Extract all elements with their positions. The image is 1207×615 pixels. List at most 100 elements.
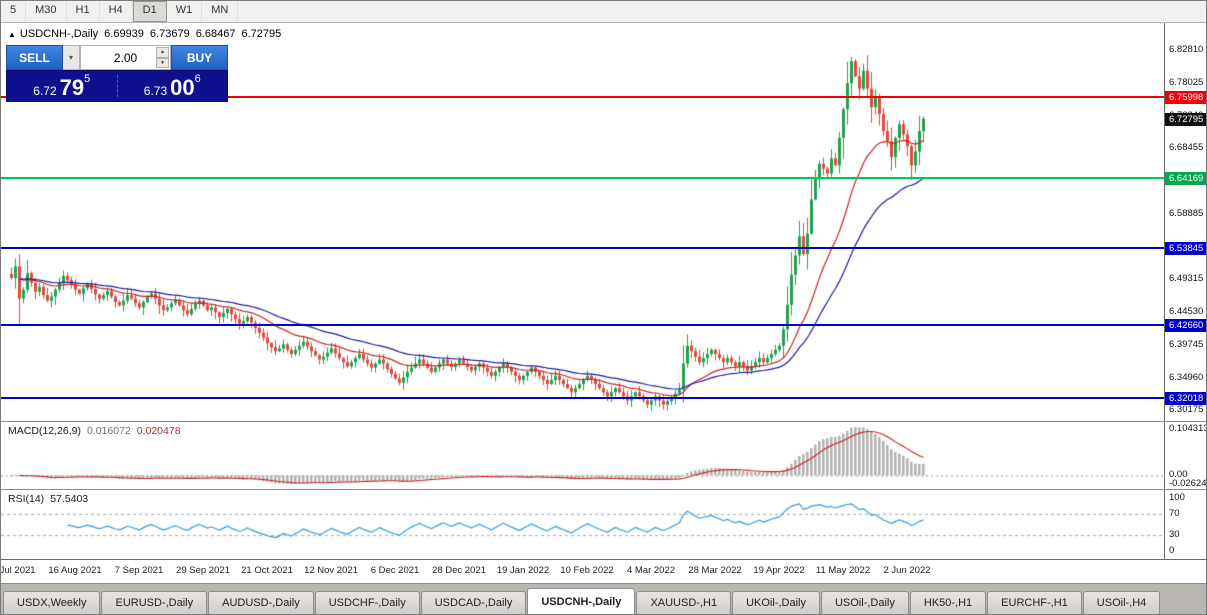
timeframe-button-w1[interactable]: W1 [167,1,203,22]
support-line-green[interactable] [1,176,1164,179]
timeframe-button-m30[interactable]: M30 [26,1,67,22]
date-axis-label: 16 Aug 2021 [48,565,102,576]
macd-axis-label: 0.104313 [1169,423,1207,434]
price-axis-label: 6.82810 [1169,44,1204,56]
price-divider [116,75,118,97]
sell-price[interactable]: 6.72 79 5 [7,71,117,101]
price-axis-label: 6.58885 [1169,207,1204,219]
ohlc-low: 6.68467 [195,28,236,40]
date-axis-label: 19 Apr 2022 [753,565,805,576]
sell-button[interactable]: SELL [6,45,63,70]
chart-canvas[interactable] [1,23,1164,559]
date-axis-label: 10 Feb 2022 [560,565,614,576]
chart-tab-usoil-daily[interactable]: USOil-,Daily [820,591,909,614]
collapse-chart-icon[interactable]: ▲ [8,30,16,39]
rsi-name: RSI(14) [8,493,45,505]
date-axis-label: 11 May 2022 [815,565,871,576]
buy-price-pips: 00 [170,75,195,100]
date-axis-label: 19 Jan 2022 [496,565,550,576]
volume-input[interactable]: 2.00 ▲ ▼ [80,45,171,70]
price-axis-label: 6.30175 [1169,404,1204,416]
chart-tab-eurusd-daily[interactable]: EURUSD-,Daily [101,591,208,614]
rsi-indicator-label: RSI(14) 57.5403 [8,493,94,505]
chart-tab-eurchf-h1[interactable]: EURCHF-,H1 [987,591,1082,614]
ohlc-close: 6.72795 [241,28,282,40]
chart-tab-xauusd-h1[interactable]: XAUUSD-,H1 [636,591,732,614]
price-axis-label: 6.39745 [1169,338,1204,350]
date-axis-label: 12 Nov 2021 [304,565,358,576]
ohlc-high: 6.73679 [149,28,190,40]
price-tag-6.72795: 6.72795 [1165,112,1206,126]
bid-ask-price-display: 6.72 79 5 6.73 00 6 [6,70,228,102]
buy-price-fraction: 6 [194,73,201,85]
price-tag-6.75998: 6.75998 [1165,90,1206,104]
sell-price-fraction: 5 [84,73,91,85]
pane-separator-macd-rsi[interactable] [1,489,1206,490]
resistance-line-red[interactable] [1,95,1164,98]
timeframe-button-mn[interactable]: MN [202,1,239,22]
price-axis-label: 6.49315 [1169,273,1204,285]
date-axis-label: 28 Mar 2022 [688,565,742,576]
date-axis-label: 4 Mar 2022 [626,565,676,576]
one-click-trading-panel: SELL ▾ 2.00 ▲ ▼ BUY 6.72 79 5 6.73 [6,45,228,102]
chart-title-ohlc: ▲ USDCNH-,Daily 6.69939 6.73679 6.68467 6.727… [8,28,287,40]
date-axis-label: 7 Sep 2021 [114,565,164,576]
date-axis[interactable]: 23 Jul 2021 16 Aug 2021 7 Sep 2021 29 Sep 2… [0,559,1206,583]
date-axis-label: 21 Oct 2021 [241,565,293,576]
price-axis[interactable]: 6.828106.780256.732406.684556.636706.588… [1164,23,1207,559]
timeframe-button-5[interactable]: 5 [1,1,27,22]
support-line-blue-1[interactable] [1,247,1164,250]
chart-tab-usdchf-daily[interactable]: USDCHF-,Daily [314,591,420,614]
timeframe-button-h4[interactable]: H4 [100,1,133,22]
rsi-axis-label: 70 [1169,507,1180,519]
macd-axis-label: -0.026245 [1169,478,1207,489]
macd-value-main: 0.016072 [86,425,131,437]
chart-tab-ukoil-daily[interactable]: UKOil-,Daily [732,591,820,614]
chart-symbol-period: USDCNH-,Daily [19,28,99,40]
macd-indicator-label: MACD(12,26,9) 0.016072 0.020478 [8,425,187,437]
chart-tab-audusd-daily[interactable]: AUDUSD-,Daily [208,591,314,614]
macd-name: MACD(12,26,9) [8,425,81,437]
chart-tab-usoil-h4[interactable]: USOil-,H4 [1082,591,1161,614]
date-axis-label: 28 Dec 2021 [432,565,486,576]
timeframe-toolbar: 5 M30 H1 H4 D1 W1 MN [1,1,1206,23]
volume-decrease-button[interactable]: ▼ [156,57,169,68]
volume-increase-button[interactable]: ▲ [156,47,169,58]
macd-value-signal: 0.020478 [136,425,181,437]
date-axis-label: 2 Jun 2022 [883,565,931,576]
ohlc-open: 6.69939 [104,28,144,40]
support-line-blue-2[interactable] [1,323,1164,326]
price-axis-label: 6.68455 [1169,142,1204,154]
volume-dropdown-button[interactable]: ▾ [63,45,80,70]
timeframe-button-d1[interactable]: D1 [132,1,167,22]
price-tag-6.42660: 6.42660 [1165,318,1206,332]
sell-price-pips: 79 [59,75,85,100]
rsi-axis-label: 100 [1169,492,1185,503]
chart-tabs-bar: USDX,Weekly EURUSD-,Daily AUDUSD-,Daily USD… [1,583,1206,614]
rsi-axis-label: 0 [1169,545,1175,556]
price-tag-6.64169: 6.64169 [1165,171,1206,185]
chart-tab-usdcad-daily[interactable]: USDCAD-,Daily [420,591,527,614]
buy-button[interactable]: BUY [171,45,228,70]
price-axis-label: 6.78025 [1169,77,1204,88]
chart-tab-usdx-weekly[interactable]: USDX,Weekly [3,591,101,614]
chart-tab-usdcnh-daily[interactable]: USDCNH-,Daily [527,588,636,614]
macd-axis-label: 0.00 [1169,469,1188,481]
chevron-down-icon: ▾ [68,53,73,62]
buy-price[interactable]: 6.73 00 6 [118,71,228,101]
timeframe-button-h1[interactable]: H1 [67,1,100,22]
date-axis-label: 23 Jul 2021 [0,565,36,576]
date-axis-label: 29 Sep 2021 [176,565,230,576]
price-tag-6.53845: 6.53845 [1165,242,1206,256]
rsi-value: 57.5403 [50,493,89,505]
buy-price-prefix: 6.73 [143,84,168,98]
rsi-axis-label: 30 [1169,529,1180,541]
chart-tab-hk50-h1[interactable]: HK50-,H1 [909,591,987,614]
date-axis-label: 6 Dec 2021 [370,565,420,576]
volume-value: 2.00 [113,50,138,65]
price-axis-label: 6.34960 [1169,371,1204,383]
pane-separator-main-macd[interactable] [1,421,1206,422]
support-line-blue-3[interactable] [1,396,1164,399]
sell-price-prefix: 6.72 [33,84,57,98]
